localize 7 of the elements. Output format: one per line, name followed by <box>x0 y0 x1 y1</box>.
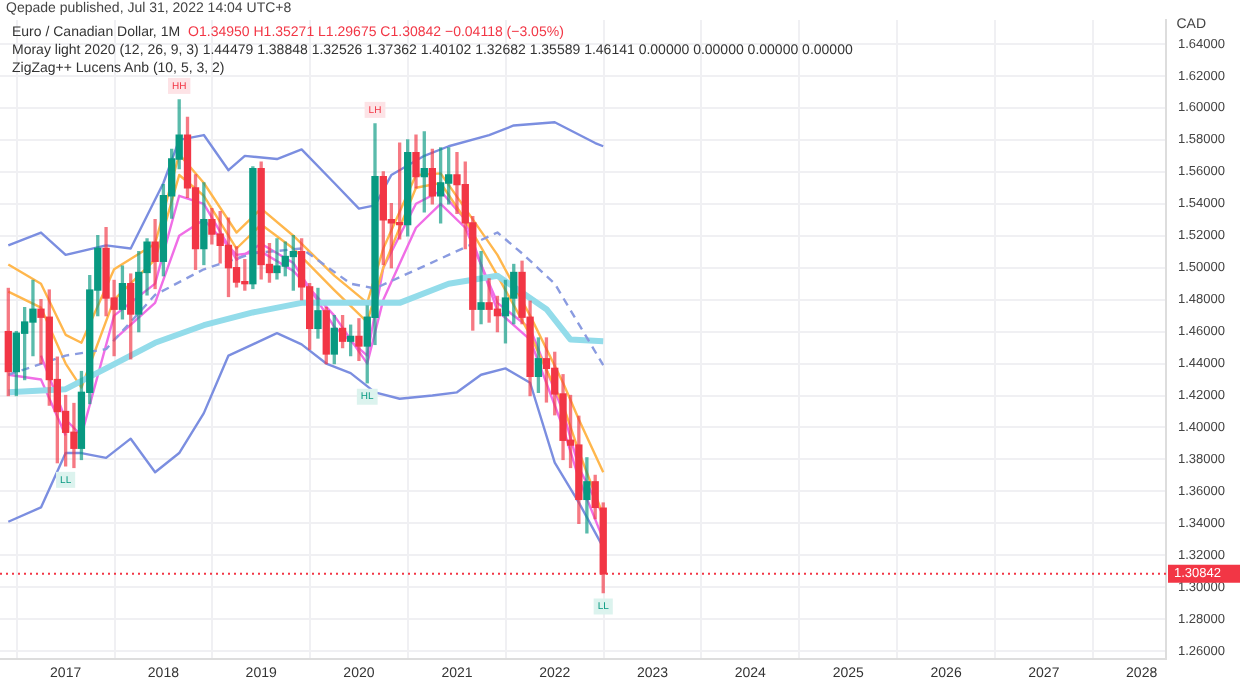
candlestick <box>29 279 37 357</box>
candlestick <box>273 238 281 280</box>
candlestick <box>485 278 493 323</box>
candlestick <box>477 251 485 325</box>
candlestick <box>583 457 591 534</box>
candlestick <box>355 318 363 362</box>
line-series <box>7 231 605 376</box>
